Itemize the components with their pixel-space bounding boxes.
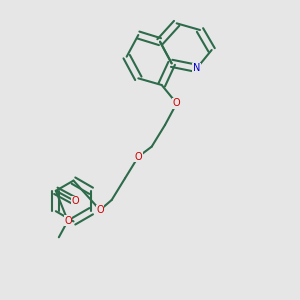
Text: O: O (96, 205, 104, 215)
Text: O: O (64, 216, 72, 226)
Text: N: N (193, 63, 200, 73)
Text: O: O (71, 196, 79, 206)
Text: O: O (173, 98, 181, 108)
Text: O: O (134, 152, 142, 162)
